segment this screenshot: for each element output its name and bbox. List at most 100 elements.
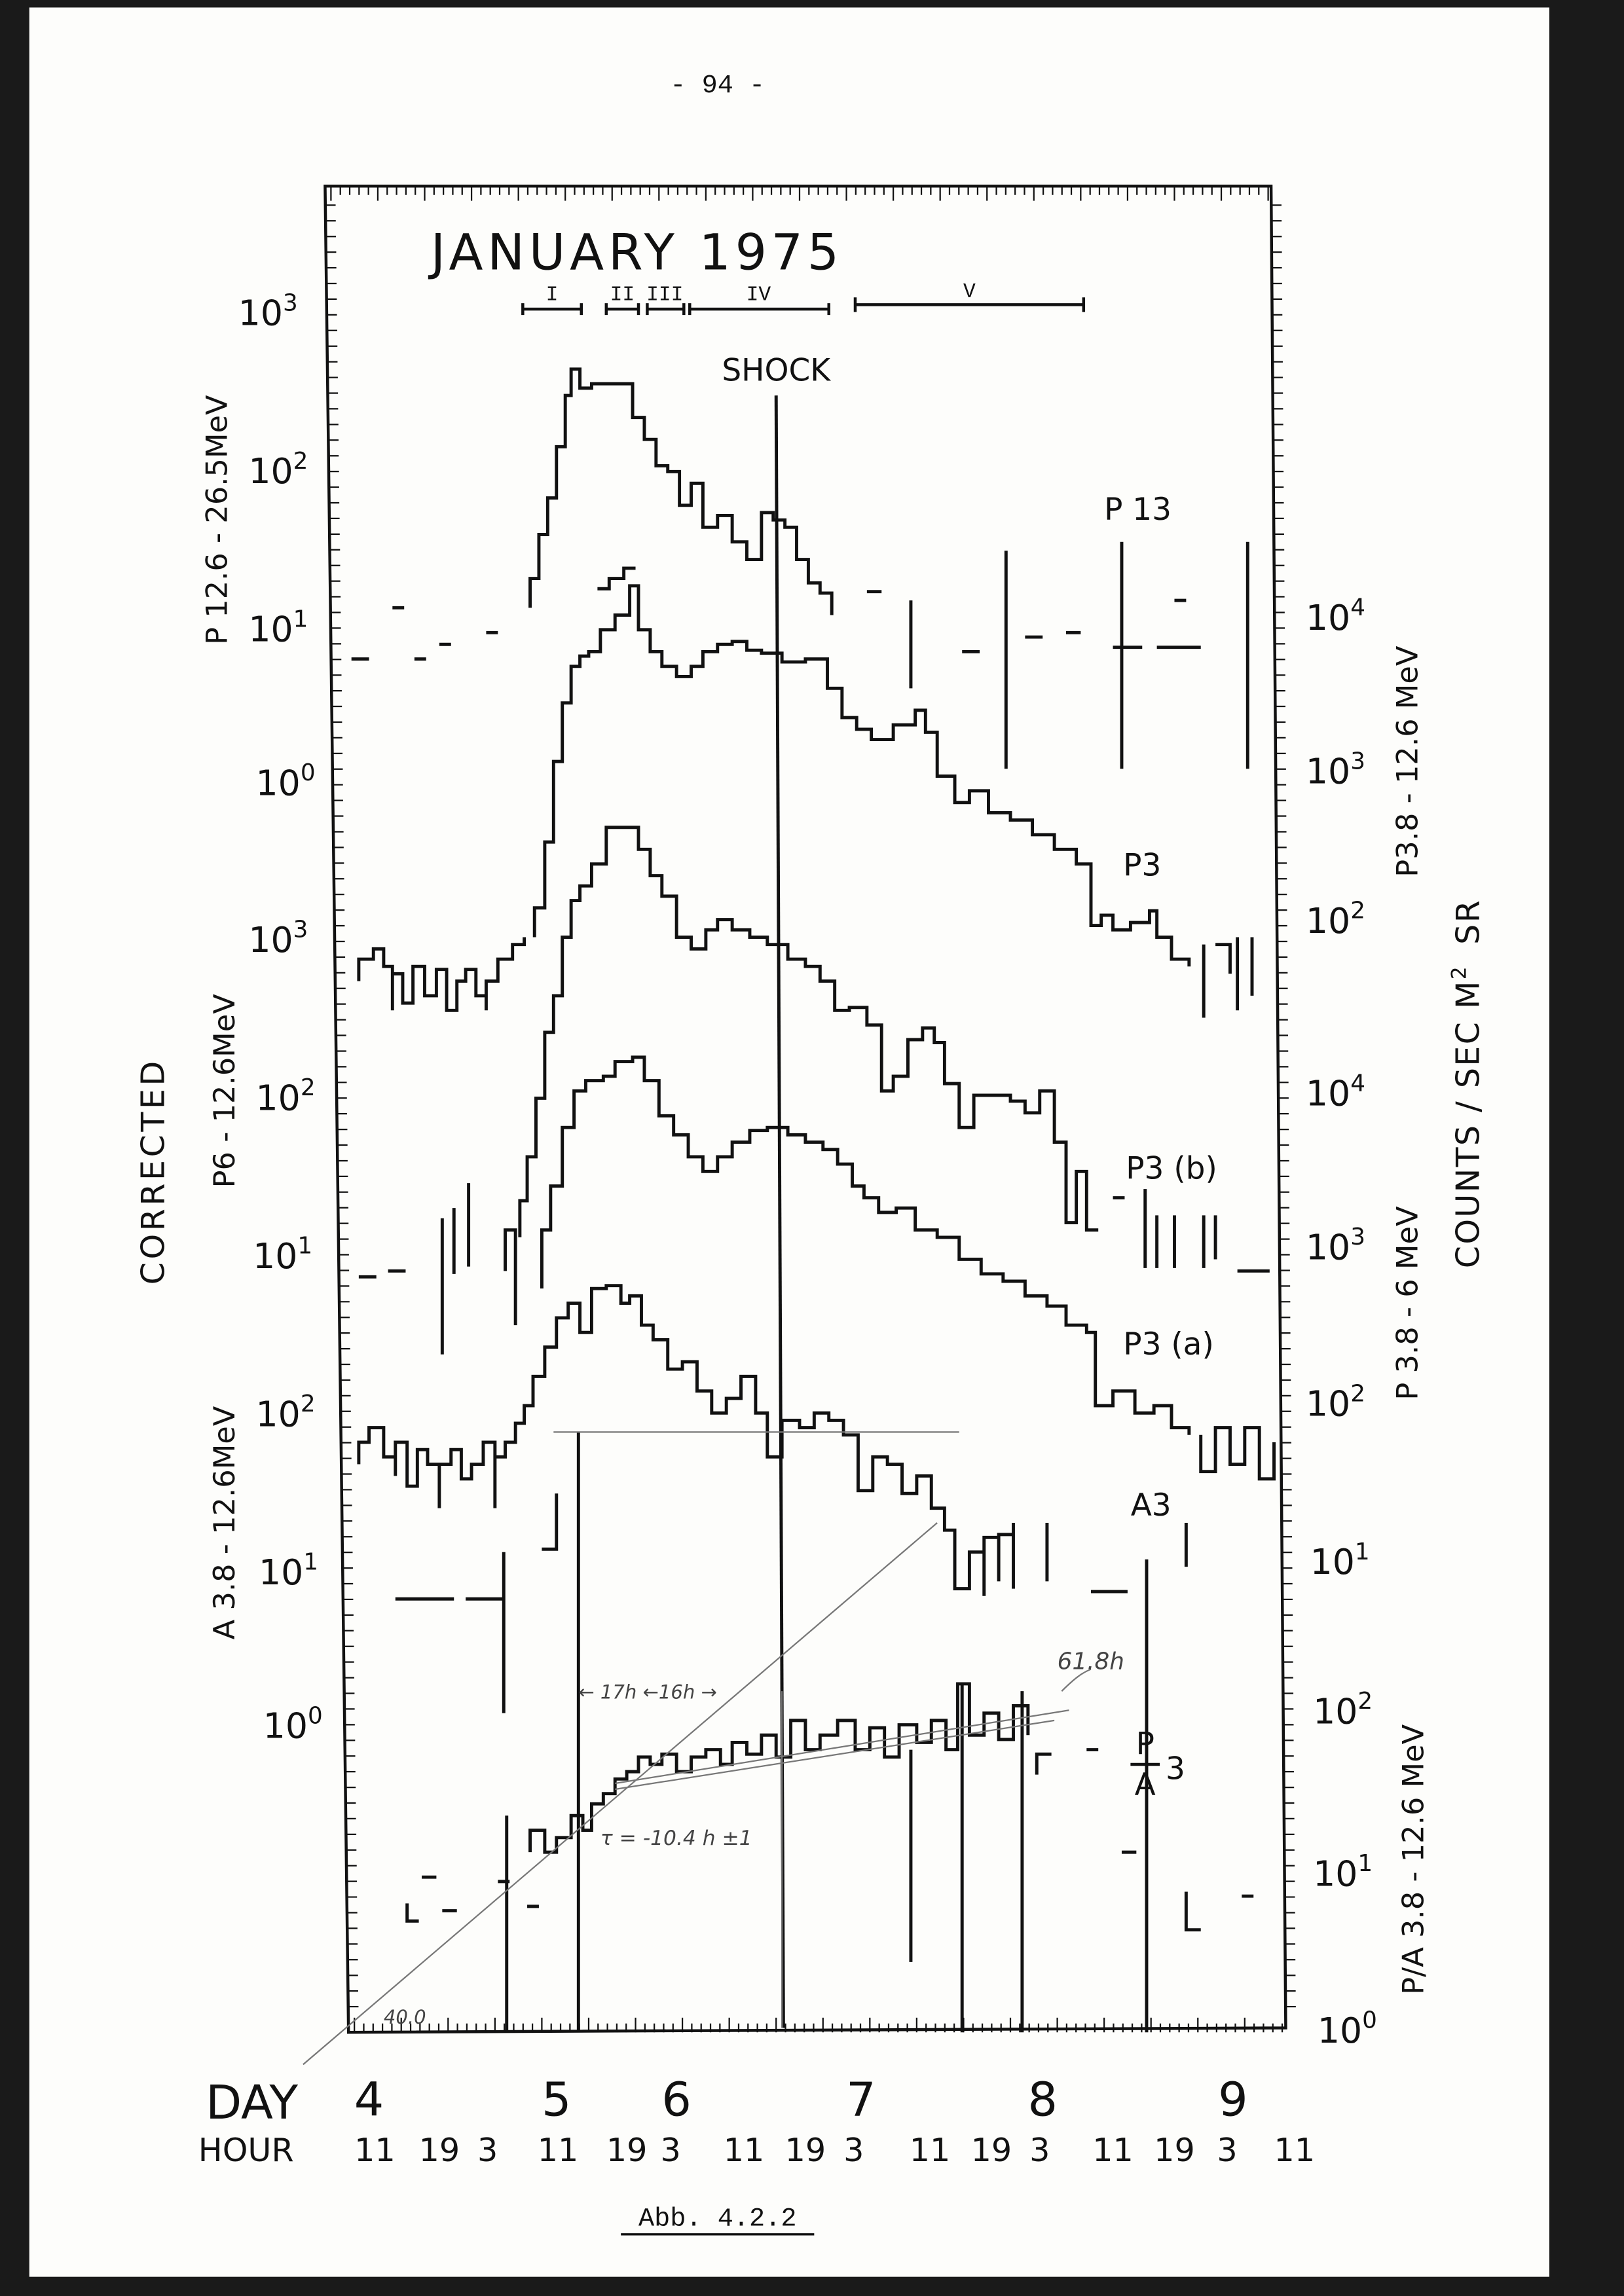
trace-a3 [357,1284,1276,1596]
tick-base: 10 [1310,1541,1355,1582]
hour: 19 [606,2131,648,2169]
hour: 19 [785,2131,826,2169]
trace-a3-lowlevel [395,1493,559,1713]
traces [303,367,1276,2066]
tick-label: 102 [1306,897,1365,941]
tick-exp: 2 [1350,1380,1365,1407]
numerator: P [1136,1726,1154,1762]
tick-base: 10 [1306,751,1350,792]
trace-label: A3 [1131,1487,1172,1523]
tick-base: 10 [253,1235,297,1277]
plot-frame [323,185,1287,2034]
caption: Abb. 4.2.2 [638,2204,797,2234]
tick-exp: 3 [283,289,298,316]
day-label: DAY [206,2075,298,2130]
day: 9 [1218,2073,1248,2127]
tick-label: 100 [263,1702,323,1746]
tick-exp: 1 [293,606,308,632]
ratio-label: P A 3 [1130,1726,1185,1803]
left-axis-label: A 3.8 - 12.6MeV [207,1406,242,1639]
tick-exp: 1 [1357,1850,1373,1877]
bracket [521,297,1086,316]
period: I [546,284,559,307]
hour: 19 [971,2131,1012,2169]
tick-label: 103 [1306,1224,1365,1267]
tick-base: 10 [263,1705,308,1747]
tick-base: 10 [256,1077,301,1118]
day: 7 [846,2073,876,2127]
tick-base: 10 [1313,1853,1357,1895]
tick-base: 10 [248,450,293,492]
annotation-arrow [1061,1668,1092,1692]
tick-base: 10 [1306,1226,1350,1267]
day: 6 [661,2073,692,2127]
tick-label: 103 [248,916,308,960]
units: SR [1449,899,1487,945]
tick-label: 101 [1310,1539,1370,1582]
tick-label: 103 [1306,748,1365,792]
trace-p13 [351,367,1249,769]
denominator: A [1135,1767,1156,1803]
tick-base: 10 [1313,1690,1357,1732]
tick-label: 100 [1318,2007,1377,2050]
tick-exp: 4 [1350,1070,1365,1097]
tick-base: 10 [256,763,301,804]
period: V [963,281,976,304]
tick-label: 102 [1306,1380,1365,1424]
tick-base: 10 [1306,900,1350,941]
figure-title: JANUARY 1975 [428,223,843,282]
trace-label: P3 (a) [1123,1326,1214,1362]
left-axis-label: CORRECTED [134,1058,172,1285]
left-axis-label: P6 - 12.6MeV [207,994,242,1188]
tick-label: 103 [238,289,298,333]
tick-base: 10 [1306,1383,1350,1425]
tick-exp: 2 [301,1391,316,1417]
tick-base: 10 [1318,2010,1362,2051]
tick-exp: 3 [1350,1224,1365,1250]
trace-p3-noise [357,937,1254,1018]
time-labels: 4 5 6 7 8 9 11 19 3 11 19 3 11 19 3 11 19 3 11 19 3 11 [354,2073,1315,2169]
period: III [646,284,683,307]
tick-exp: 2 [1350,897,1365,924]
hour: 11 [1092,2131,1134,2169]
tick-marks [325,186,1296,2033]
hour: 11 [354,2131,396,2169]
tick-label: 101 [248,606,308,649]
trace-label: P3 [1123,848,1161,884]
day: 4 [354,2073,384,2127]
tick-exp: 0 [301,759,316,786]
annotation: 40.0 [384,2006,426,2028]
tick-base: 10 [248,609,293,650]
trace-ratio [405,1432,1254,2033]
tick-label: 101 [1313,1850,1373,1894]
trace-label: P 13 [1104,492,1172,528]
suffix: 3 [1166,1751,1185,1787]
tick-exp: 1 [297,1233,312,1260]
figure: JANUARY 1975 I II III IV V SHOCK P 13 P3 [134,185,1487,2169]
hour: 19 [419,2131,460,2169]
tick-exp: 4 [1350,594,1365,621]
tick-base: 10 [238,293,283,334]
tick-label: 101 [259,1549,318,1593]
trace-p3 [532,566,1191,967]
tick-exp: 2 [293,448,308,475]
annotation: τ = -10.4 h ±1 [600,1827,752,1850]
tick-label: 102 [248,448,308,492]
hour: 11 [724,2131,765,2169]
tick-exp: 1 [303,1549,318,1576]
tick-label: 101 [253,1233,312,1277]
right-axis-label: P/A 3.8 - 12.6 MeV [1396,1724,1431,1994]
left-axis-label: P 12.6 - 26.5MeV [200,395,234,645]
page-number: - 94 - [670,71,765,101]
tick-label: 102 [256,1391,316,1434]
tick-label: 102 [256,1074,316,1118]
hour: 11 [1274,2131,1316,2169]
paper [29,7,1549,2277]
right-axis-label: COUNTS / SEC M2 SR [1447,899,1486,1268]
hour: 11 [538,2131,579,2169]
right-axis-label: P3.8 - 12.6 MeV [1390,646,1425,877]
trace-label: P3 (b) [1126,1150,1217,1186]
tick-exp: 1 [1355,1539,1370,1565]
period-brackets: I II III IV V [521,281,1086,316]
